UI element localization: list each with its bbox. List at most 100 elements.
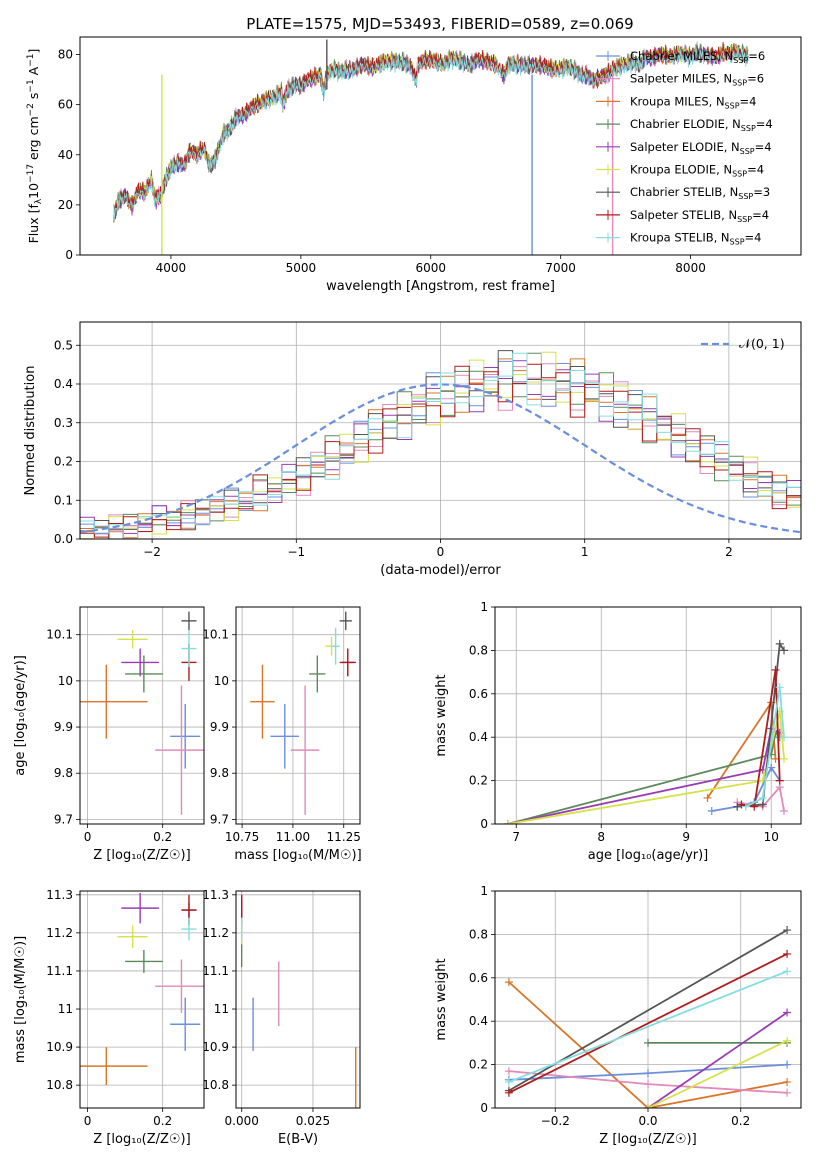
panel-age_vs_mass: 10.75 11.00 11.25 9.7 9.8 9.9 10 10.1 mass [log₁… xyxy=(202,606,362,863)
panel-residuals: −2 −1 0 1 2 0.0 0.1 0.2 0.3 0.4 0.5 (data-model)/er… xyxy=(23,321,802,578)
y-tick-label: 0 xyxy=(65,248,73,262)
x-axis-label: mass [log₁₀(M/M☉)] xyxy=(234,848,361,863)
y-tick-label: 9.8 xyxy=(210,766,229,780)
y-tick-label: 80 xyxy=(58,48,73,62)
y-axis-label: Normed distribution xyxy=(23,366,38,496)
weight-marker xyxy=(783,1060,792,1069)
weight-marker xyxy=(644,1038,652,1047)
x-tick-label: 10 xyxy=(764,830,779,844)
legend-entry: 𝒩(0, 1) xyxy=(739,336,785,351)
y-tick-label: 11.3 xyxy=(46,888,73,902)
y-tick-label: 20 xyxy=(58,198,73,212)
y-tick-label: 0.2 xyxy=(54,455,73,469)
weight-marker xyxy=(767,763,776,772)
y-tick-label: 10.1 xyxy=(46,628,73,642)
weight-marker xyxy=(504,978,513,987)
y-axis-label: mass weight xyxy=(434,674,449,756)
axes-frame xyxy=(494,890,802,1109)
weight-line xyxy=(507,727,781,824)
y-tick-label: 11.1 xyxy=(46,964,73,978)
weight-marker xyxy=(503,820,512,824)
x-axis-label: Z [log₁₀(Z/Z☉)] xyxy=(599,1132,696,1147)
y-tick-label: 0.8 xyxy=(469,643,488,657)
legend-entry: Chabrier ELODIE, NSSP=4 xyxy=(630,117,773,133)
histogram-step xyxy=(80,352,801,539)
y-tick-label: 10 xyxy=(58,674,73,688)
y-tick-label: 11 xyxy=(58,1002,73,1016)
weight-marker xyxy=(741,802,750,811)
legend-entry: Chabrier MILES, NSSP=6 xyxy=(630,49,765,65)
weight-marker xyxy=(644,1069,652,1078)
x-tick-label: 0 xyxy=(84,830,92,844)
axes-frame xyxy=(235,606,361,825)
x-tick-label: 1 xyxy=(581,545,589,559)
axes-frame xyxy=(235,890,361,1109)
y-tick-label: 11.2 xyxy=(202,926,229,940)
y-tick-label: 9.7 xyxy=(54,812,73,826)
y-tick-label: 11.2 xyxy=(46,926,73,940)
axes-frame xyxy=(79,606,205,825)
x-tick-label: 11.25 xyxy=(327,830,361,844)
weight-marker xyxy=(733,802,742,811)
plot-area xyxy=(503,639,788,824)
y-tick-label: 0.6 xyxy=(469,971,488,985)
weight-marker xyxy=(775,776,784,785)
weight-marker xyxy=(783,1088,792,1097)
y-tick-label: 9.9 xyxy=(210,720,229,734)
weight-marker xyxy=(775,639,784,648)
y-tick-label: 40 xyxy=(58,148,73,162)
y-tick-label: 1 xyxy=(480,884,488,898)
x-tick-label: 0.0 xyxy=(638,1114,657,1128)
weight-marker xyxy=(737,800,746,809)
weight-line xyxy=(745,687,785,808)
weight-marker xyxy=(783,967,792,976)
spectrum-line xyxy=(113,46,749,218)
legend-entry: Salpeter ELODIE, NSSP=4 xyxy=(630,140,772,156)
weight-line xyxy=(508,970,788,1083)
x-axis-label: (data-model)/error xyxy=(380,563,501,578)
axes-frame xyxy=(494,606,802,825)
x-tick-label: 0.2 xyxy=(153,1114,172,1128)
x-axis-label: E(B-V) xyxy=(278,1132,318,1147)
y-axis-label: Flux [fλ10−17 erg cm−2 s−1 A−1] xyxy=(26,49,44,244)
x-tick-label: 6000 xyxy=(415,261,446,275)
weight-marker xyxy=(783,1008,792,1017)
legend-entry: Kroupa MILES, NSSP=4 xyxy=(630,94,756,110)
y-tick-label: 0.4 xyxy=(469,730,488,744)
weight-marker xyxy=(504,1067,513,1076)
x-tick-label: 5000 xyxy=(286,261,317,275)
weight-marker xyxy=(707,806,716,815)
x-axis-label: age [log₁₀(age/yr)] xyxy=(588,848,709,863)
y-tick-label: 0.4 xyxy=(469,1014,488,1028)
weight-marker xyxy=(750,802,759,811)
y-tick-label: 9.9 xyxy=(54,720,73,734)
panel-weight_vs_age: 7 8 9 10 0 0.2 0.4 0.6 0.8 1 age [log₁₀(age/yr)] ma… xyxy=(434,600,802,863)
weight-marker xyxy=(780,646,788,655)
y-tick-label: 0.5 xyxy=(54,338,73,352)
y-tick-label: 0.4 xyxy=(54,377,73,391)
y-tick-label: 10 xyxy=(214,674,229,688)
y-tick-label: 0 xyxy=(480,817,488,831)
panel-age_vs_Z: 0 0.2 9.7 9.8 9.9 10 10.1 Z [log₁₀(Z/Z☉)] age [l… xyxy=(13,606,205,863)
y-tick-label: 0.2 xyxy=(469,774,488,788)
weight-marker xyxy=(504,1077,513,1086)
x-tick-label: 0.2 xyxy=(731,1114,750,1128)
y-tick-label: 9.7 xyxy=(210,812,229,826)
x-tick-label: 7 xyxy=(512,830,520,844)
plot-area xyxy=(80,892,204,1086)
x-tick-label: 9 xyxy=(682,830,690,844)
gaussian-curve xyxy=(80,383,801,534)
x-axis-label: wavelength [Angstrom, rest frame] xyxy=(326,279,555,294)
weight-marker xyxy=(783,1077,792,1086)
plot-area xyxy=(113,39,749,255)
x-tick-label: 0.2 xyxy=(153,830,172,844)
x-tick-label: 8000 xyxy=(675,261,706,275)
legend-entry: Kroupa STELIB, NSSP=4 xyxy=(630,231,761,247)
weight-marker xyxy=(783,926,792,935)
plot-area xyxy=(241,894,357,1108)
y-tick-label: 1 xyxy=(480,600,488,614)
y-tick-label: 0.6 xyxy=(469,687,488,701)
plot-area xyxy=(80,350,801,539)
x-axis-label: Z [log₁₀(Z/Z☉)] xyxy=(93,848,190,863)
